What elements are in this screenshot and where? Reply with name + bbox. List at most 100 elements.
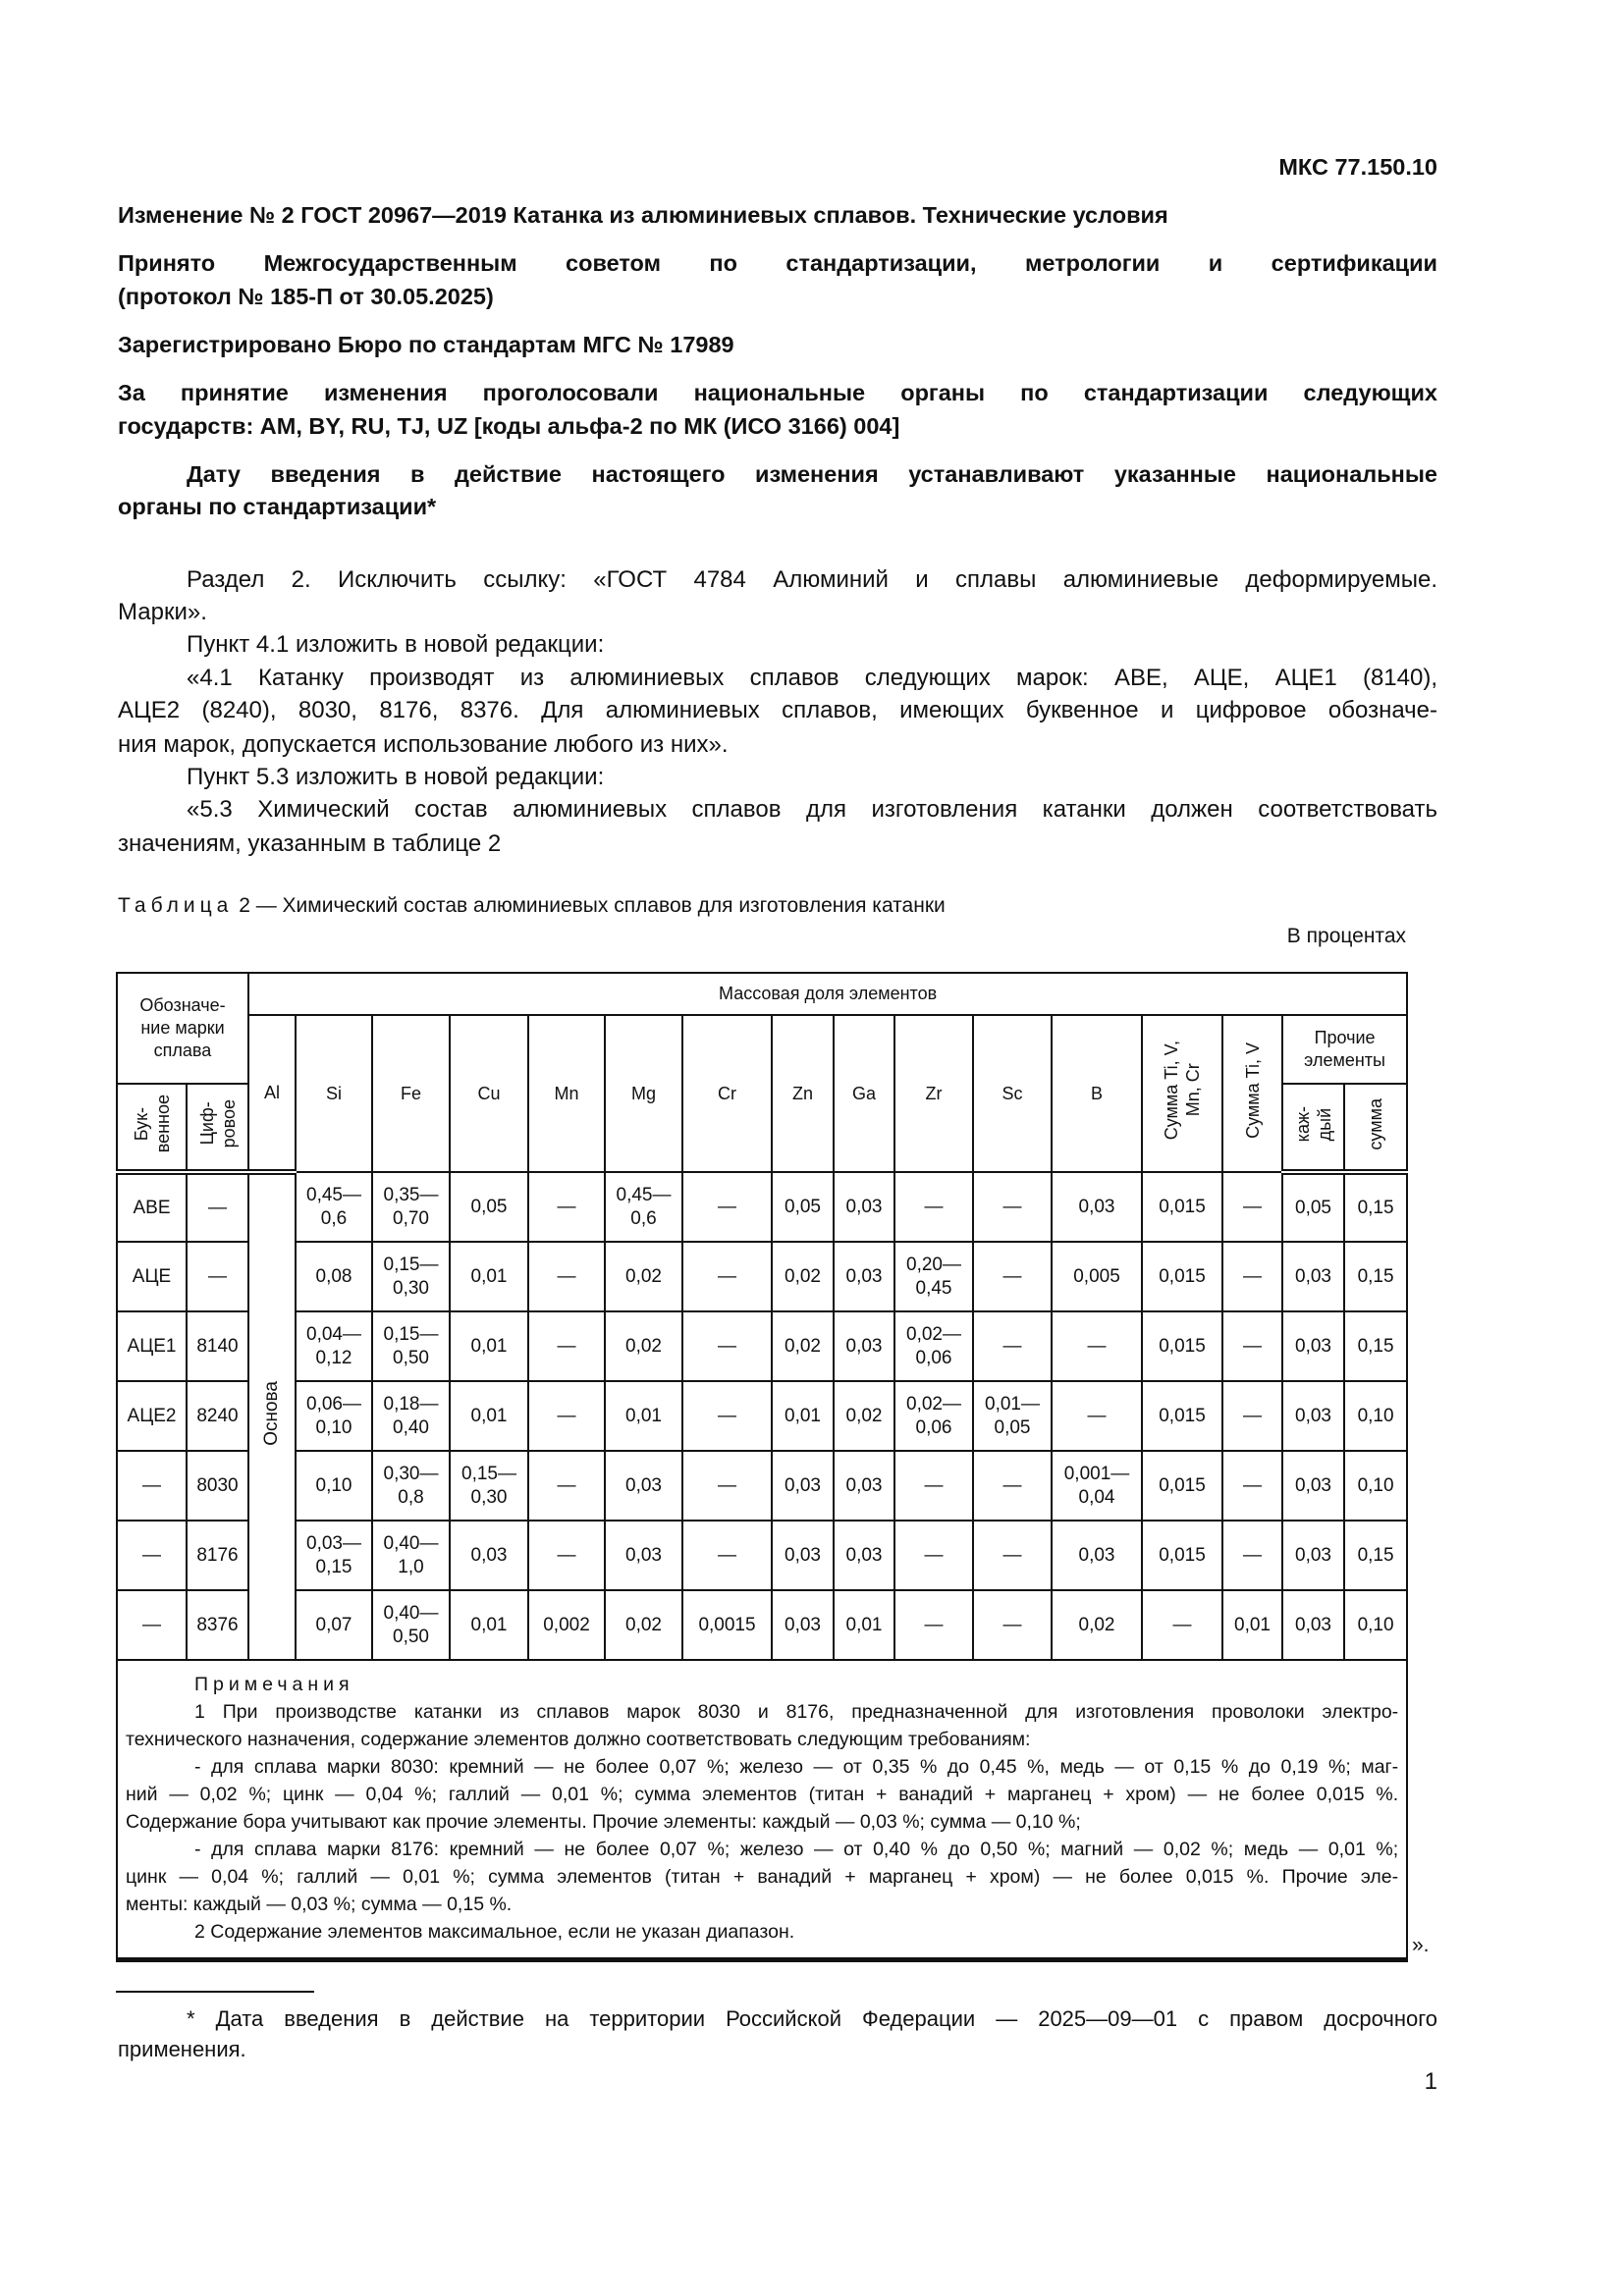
sum-ti-v-header: Сумма Ti, V [1221,1014,1283,1173]
value-cell: — [681,1520,773,1591]
value-cell: 0,45— 0,6 [295,1171,373,1243]
effective-line-1: Дату введения в действие настоящего изме… [187,461,1437,487]
body-line: Марки». [118,599,207,625]
value-cell: — [527,1380,606,1452]
digital-designation-cell: — [186,1171,249,1243]
value-cell: 0,03 [1281,1589,1345,1661]
value-cell: — [1221,1520,1283,1591]
value-cell: 0,015 [1141,1310,1223,1382]
page-number: 1 [1424,2068,1437,2095]
letter-header-text: Бук- венное [131,1095,173,1153]
value-cell: 0,15 [1342,1241,1409,1312]
value-cell: 0,005 [1051,1241,1143,1312]
adopted-line-2: (протокол № 185-П от 30.05.2025) [118,284,494,309]
value-cell: — [1221,1241,1283,1312]
value-cell: 0,02 [604,1589,683,1661]
value-cell: — [893,1171,974,1243]
value-cell: 0,015 [1141,1241,1223,1312]
registered-line: Зарегистрировано Бюро по стандартам МГС … [118,332,734,357]
element-header-sc: Sc [972,1014,1053,1173]
body-line: Пункт 4.1 изложить в новой редакции: [187,631,605,658]
digital-designation-cell: — [186,1241,249,1312]
body-line: значениям, указанным в таблице 2 [118,830,502,857]
value-cell: 0,03 [1051,1171,1143,1243]
digital-header-text: Циф- ровое [196,1099,239,1148]
effective-line-2: органы по стандартизации* [118,494,437,519]
value-cell: 0,05 [1281,1171,1345,1243]
value-cell: 0,35— 0,70 [371,1171,451,1243]
value-cell: 0,015 [1141,1171,1223,1243]
table-caption: Таблица 2 — Химический состав алюминиевы… [118,889,1437,923]
element-header-fe: Fe [371,1014,451,1173]
document-title: Изменение № 2 ГОСТ 20967—2019 Катанка из… [118,202,1168,228]
value-cell: 0,01 [449,1380,529,1452]
element-header-zn: Zn [771,1014,835,1173]
table-row: —8176 0,03— 0,15 0,40— 1,0 0,03—0,03—0,03 0,… [116,1520,1409,1591]
value-cell: 0,40— 0,50 [371,1589,451,1661]
value-cell: — [893,1520,974,1591]
footnote-line: * Дата введения в действие на территории… [187,2006,1437,2031]
value-cell: — [893,1450,974,1522]
letter-designation-cell: — [116,1450,188,1522]
value-cell: 0,03 [833,1520,895,1591]
digital-designation-cell: 8030 [186,1450,249,1522]
value-cell: 0,03 [604,1520,683,1591]
value-cell: 0,01 [449,1241,529,1312]
value-cell: 0,02 [833,1380,895,1452]
letter-designation-cell: — [116,1589,188,1661]
digital-designation-cell: 8376 [186,1589,249,1661]
value-cell: 0,10 [1342,1589,1409,1661]
value-cell: 0,03 [1051,1520,1143,1591]
letter-header: Бук- венное [116,1083,188,1175]
value-cell: 0,001— 0,04 [1051,1450,1143,1522]
note-line: менты: каждый — 0,03 %; сумма — 0,15 %. [126,1894,513,1915]
element-header-ga: Ga [833,1014,895,1173]
header-row: Al Si Fe Cu Mn Mg Cr Zn Ga Zr Sc B Сумма Ti, V, Mn, … [117,1014,1409,1175]
document-code: МКС 77.150.10 [1278,154,1437,180]
al-base-cell: Основа [247,1171,297,1661]
note-line: - для сплава марки 8176: кремний — не бо… [194,1839,1399,1860]
value-cell: 0,03 [833,1450,895,1522]
table-row: —8030 0,10 0,30— 0,8 0,15— 0,30—0,03—0,03 0,… [116,1450,1409,1522]
value-cell: 0,03 [1281,1450,1345,1522]
body-line: Пункт 5.3 изложить в новой редакции: [187,764,605,790]
value-cell: — [681,1380,773,1452]
note-line: 2 Содержание элементов максимальное, есл… [194,1921,795,1943]
digital-designation-cell: 8240 [186,1380,249,1452]
sum-header-text: сумма [1366,1097,1386,1150]
voted-line-2: государств: AM, BY, RU, TJ, UZ [коды аль… [118,413,900,439]
value-cell: 0,03 [1281,1520,1345,1591]
value-cell: 0,0015 [681,1589,773,1661]
value-cell: 0,02 [771,1241,835,1312]
body-line: «5.3 Химический состав алюминиевых сплав… [187,796,1437,823]
value-cell: 0,15— 0,50 [371,1310,451,1382]
element-header-cr: Cr [681,1014,773,1173]
value-cell: — [527,1310,606,1382]
element-header-mn: Mn [527,1014,606,1173]
voted-line-1: За принятие изменения проголосовали наци… [118,380,1437,405]
value-cell: — [1051,1310,1143,1382]
value-cell: 0,03 [1281,1310,1345,1382]
value-cell: 0,01 [604,1380,683,1452]
value-cell: 0,15 [1342,1310,1409,1382]
value-cell: 0,08 [295,1241,373,1312]
value-cell: 0,02 [604,1310,683,1382]
value-cell: — [681,1241,773,1312]
note-line: Содержание бора учитывают как прочие эле… [126,1811,1081,1833]
al-base-cell-text: Основа [261,1381,282,1446]
value-cell: 0,02 [771,1310,835,1382]
value-cell: — [1221,1380,1283,1452]
value-cell: 0,02— 0,06 [893,1380,974,1452]
value-cell: 0,01— 0,05 [972,1380,1053,1452]
letter-designation-cell: АВЕ [116,1171,188,1243]
value-cell: 0,10 [295,1450,373,1522]
value-cell: — [893,1589,974,1661]
other-elements-header: Прочие элементы [1280,1014,1409,1085]
chemical-composition-table: Обозначе- ние марки сплава Массовая доля … [115,972,1409,1962]
body-line: ния марок, допускается использование люб… [118,731,729,758]
value-cell: 0,03 [771,1589,835,1661]
value-cell: 0,03— 0,15 [295,1520,373,1591]
value-cell: 0,02 [1051,1589,1143,1661]
closing-quote: ». [1412,1934,1430,1956]
footnote-line: применения. [118,2037,246,2061]
